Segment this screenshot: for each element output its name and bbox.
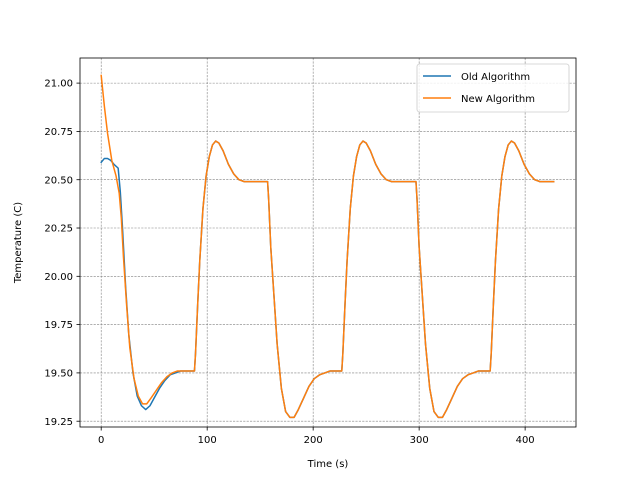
legend-box <box>416 63 570 113</box>
plot-area-frame <box>79 57 577 428</box>
y-tick-label: 19.25 <box>44 417 73 428</box>
x-tick-label: 100 <box>198 435 217 446</box>
series-lines <box>100 74 555 419</box>
legend-label: Old Algorithm <box>461 72 530 83</box>
y-tick-label: 19.50 <box>44 369 73 380</box>
y-tick-label: 19.75 <box>44 320 73 331</box>
x-tick-label: 400 <box>516 435 535 446</box>
y-tick-label: 20.75 <box>44 127 73 138</box>
x-tick-label: 300 <box>410 435 429 446</box>
y-tick-label: 20.25 <box>44 224 73 235</box>
x-tick-label: 0 <box>98 435 104 446</box>
y-tick-label: 21.00 <box>44 79 73 90</box>
y-axis-label: Temperature (C) <box>13 202 24 284</box>
axis-ticks: 0 100 200 300 400 19.25 19.50 19.75 20.00 20.25 20… <box>44 79 534 446</box>
x-tick-label: 200 <box>304 435 323 446</box>
series-line-2 <box>100 74 555 419</box>
legend: Old Algorithm New Algorithm <box>416 63 570 113</box>
y-tick-label: 20.50 <box>44 175 73 186</box>
x-axis-label: Time (s) <box>307 459 349 470</box>
y-tick-label: 20.00 <box>44 272 73 283</box>
legend-label: New Algorithm <box>461 94 535 105</box>
